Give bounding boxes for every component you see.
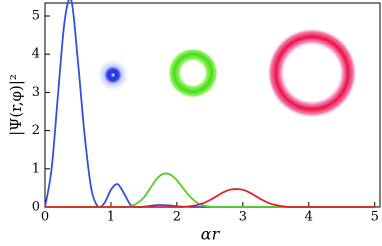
green-density-image: [168, 48, 218, 98]
red-density-image: [267, 28, 357, 118]
x-tick-label: 3: [239, 210, 247, 225]
y-tick-label: 4: [32, 47, 40, 62]
x-tick-label: 1: [107, 210, 115, 225]
x-tick-label: 0: [41, 210, 49, 225]
y-tick-label: 0: [32, 200, 40, 215]
y-tick-label: 2: [32, 123, 40, 138]
x-axis-label: αr: [201, 225, 221, 244]
x-tick-label: 4: [305, 210, 313, 225]
y-tick-label: 5: [32, 8, 40, 23]
y-axis-label: |Ψ(r,φ)|²: [7, 74, 25, 136]
y-tick-label: 3: [32, 85, 40, 100]
y-tick-label: 1: [32, 161, 40, 176]
blue-density-image: [96, 58, 130, 92]
series-line: [44, 188, 375, 208]
x-tick-label: 5: [371, 210, 379, 225]
x-tick-label: 2: [173, 210, 181, 225]
